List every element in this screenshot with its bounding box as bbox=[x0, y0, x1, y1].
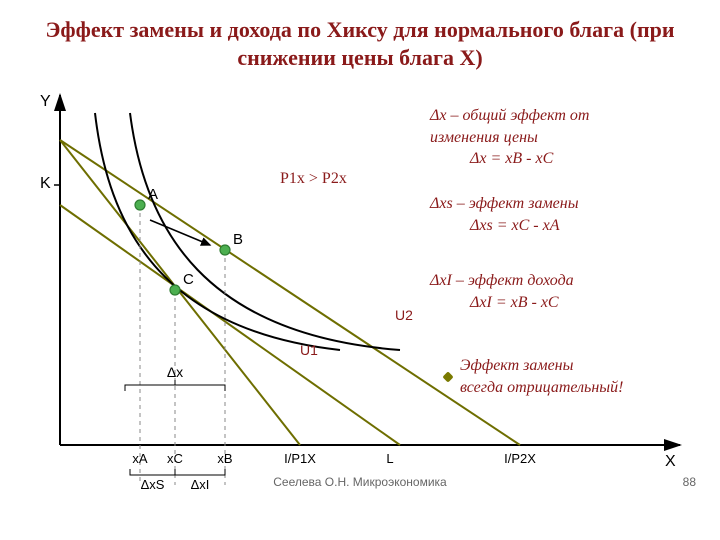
svg-text:U2: U2 bbox=[395, 307, 413, 323]
svg-text:B: B bbox=[233, 231, 243, 248]
chart-area: U1 U2 A B CxA xC xB I/P1X L I/P2X Δx ΔxS ΔxI Y K X P… bbox=[0, 75, 720, 495]
svg-text:xA: xA bbox=[132, 451, 148, 466]
svg-text:C: C bbox=[183, 271, 194, 288]
price-compare-label: P1x > P2x bbox=[280, 170, 347, 188]
svg-text:ΔxI: ΔxI bbox=[191, 477, 210, 492]
x-axis-label: X bbox=[665, 453, 676, 471]
svg-text:xC: xC bbox=[167, 451, 183, 466]
svg-text:L: L bbox=[386, 451, 393, 466]
svg-text:I/P2X: I/P2X bbox=[504, 451, 536, 466]
footer-author: Сеелева О.Н. Микроэкономика bbox=[273, 475, 446, 489]
annot-sub-effect: Δxs – эффект замены Δxs = xC - xA bbox=[430, 193, 579, 236]
svg-text:Δx: Δx bbox=[167, 364, 183, 380]
svg-text:ΔxS: ΔxS bbox=[141, 477, 165, 492]
svg-text:U1: U1 bbox=[300, 342, 318, 358]
y-axis-label: Y bbox=[40, 93, 51, 111]
svg-text:A: A bbox=[148, 186, 158, 203]
annot-total-effect: Δx – общий эффект от изменения цены Δx =… bbox=[430, 105, 589, 170]
k-label: K bbox=[40, 175, 51, 193]
page-title: Эффект замены и дохода по Хиксу для норм… bbox=[0, 0, 720, 75]
svg-text:I/P1X: I/P1X bbox=[284, 451, 316, 466]
svg-text:xB: xB bbox=[217, 451, 232, 466]
hicks-diagram: U1 U2 A B CxA xC xB I/P1X L I/P2X Δx ΔxS ΔxI bbox=[0, 75, 720, 495]
footer-page: 88 bbox=[683, 475, 696, 489]
annot-income-effect: ΔxI – эффект дохода ΔxI = xB - xC bbox=[430, 270, 574, 313]
annot-always-negative: Эффект замены всегда отрицательный! bbox=[430, 355, 623, 398]
